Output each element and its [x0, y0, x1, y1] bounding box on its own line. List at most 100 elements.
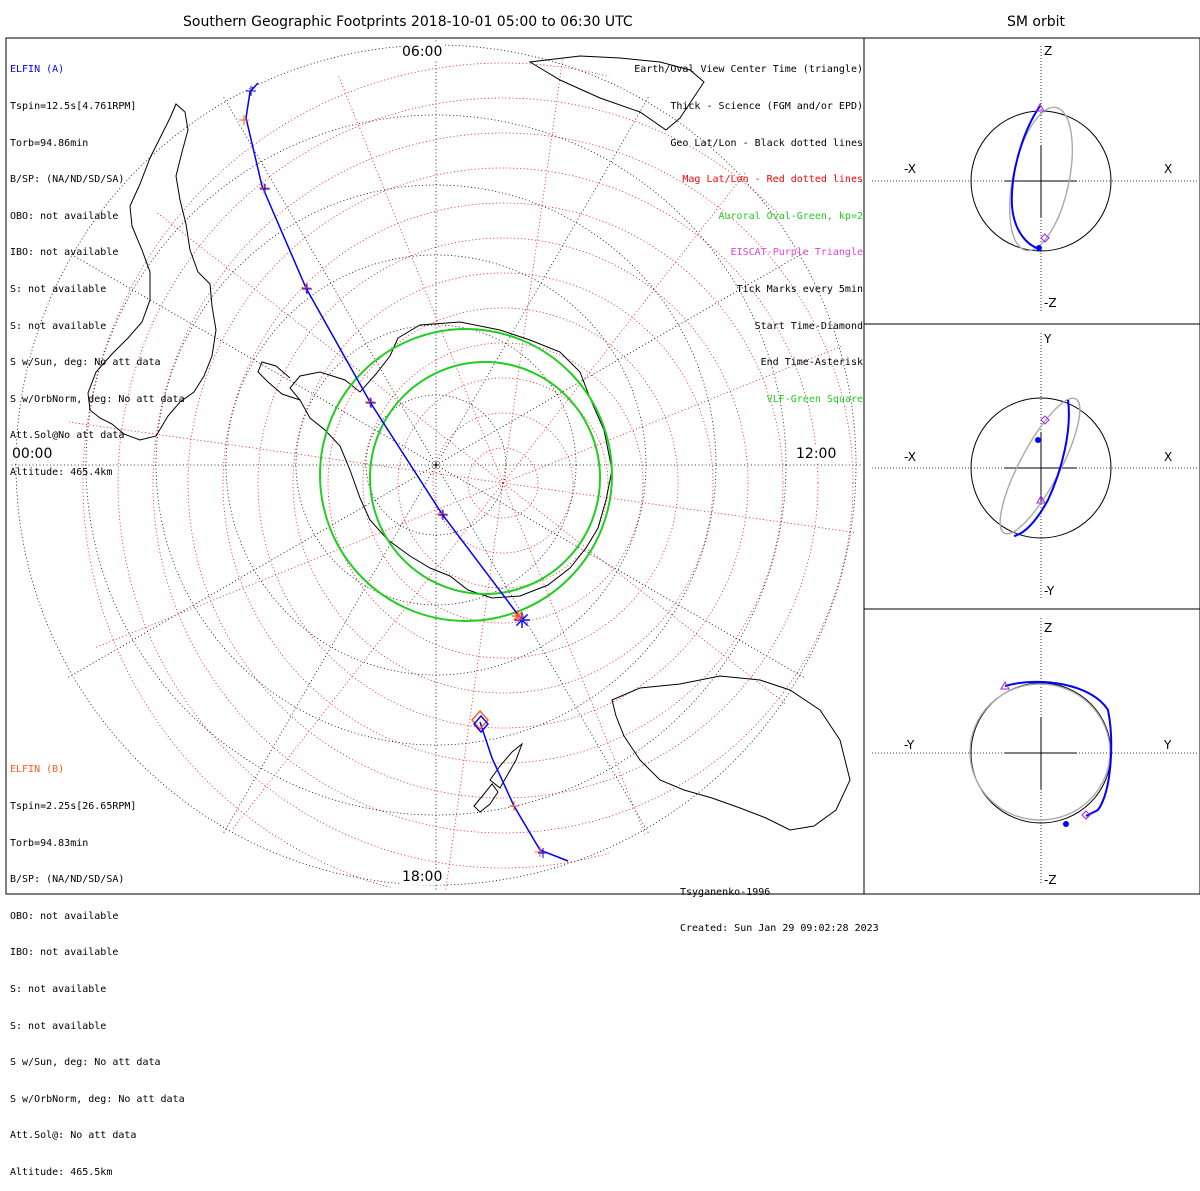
auroral-oval-outer [319, 328, 613, 622]
legend: Earth/Oval View Center Time (triangle) T… [634, 40, 863, 418]
credit: Tsyganenko-1996 Created: Sun Jan 29 09:0… [680, 863, 879, 947]
elfin-b-name: ELFIN (B) [10, 764, 65, 776]
panel-1-asterisk [1036, 245, 1042, 251]
mag-meridian-line [502, 482, 850, 755]
earth-circle [970, 397, 1112, 539]
elfin-a-line: S: not available [10, 283, 107, 295]
panel-1-bottom-label: -Z [1044, 296, 1057, 310]
elfin-a-start-diamond [473, 714, 489, 734]
elfin-a-line: S w/OrbNorm, deg: No att data [10, 393, 185, 405]
elfin-b-line: S: not available [10, 983, 107, 995]
elfin-a-line: Torb=94.86min [10, 137, 89, 149]
panel-1-diamond [1040, 233, 1050, 243]
panel-3-left-label: -Y [904, 738, 915, 752]
elfin-a-line: IBO: not available [10, 247, 119, 259]
time-label-right: 12:00 [795, 446, 838, 462]
geo-meridian-line [67, 464, 437, 678]
mag-meridian-line [502, 47, 565, 484]
legend-item: Thick - Science (FGM and/or EPD) [670, 101, 863, 112]
coastline-path [611, 675, 851, 831]
elfin-a-line: Att.Sol@No att data [10, 430, 125, 442]
mag-latitude-circle [187, 167, 819, 799]
geo-grid [11, 40, 861, 890]
elfin-a-track [245, 82, 523, 621]
mag-latitude-circle [117, 97, 861, 869]
legend-item: Earth/Oval View Center Time (triangle) [634, 64, 863, 76]
elfin-a-line: Altitude: 465.4km [10, 466, 113, 478]
mag-meridian-line [337, 74, 504, 484]
time-label-top: 06:00 [401, 44, 444, 60]
coastline-path [289, 321, 613, 599]
panel-3-diamond [1081, 810, 1091, 820]
geo-meridian-line [223, 96, 437, 466]
panel-2-top-label: Y [1044, 332, 1052, 346]
mag-meridian-line [502, 482, 861, 545]
legend-item: Mag Lat/Lon - Red dotted lines [682, 174, 863, 186]
legend-item: Start Time-Diamond [754, 320, 863, 332]
mag-latitude-circle [257, 237, 749, 729]
elfin-b-line: Altitude: 465.5km [10, 1166, 113, 1178]
sm-panel-frame [863, 37, 1200, 895]
panel-2-diamond [1040, 415, 1050, 425]
panel-3-bottom-label: -Z [1044, 873, 1057, 887]
mag-meridian-line [231, 482, 504, 830]
panel-2-asterisk [1035, 437, 1041, 443]
page-title: Southern Geographic Footprints 2018-10-0… [183, 14, 633, 30]
coastline-path [257, 361, 301, 401]
legend-item: Tick Marks every 5min [736, 283, 863, 295]
mag-grid [67, 47, 861, 890]
geo-meridian-line [435, 464, 805, 678]
panel-2-triangle [1036, 494, 1046, 504]
geo-meridian-line [67, 252, 437, 466]
elfin-a-line: Tspin=12.5s[4.761RPM] [10, 101, 137, 112]
legend-item: Geo Lat/Lon - Black dotted lines [670, 137, 863, 149]
elfin-b-line: Torb=94.83min [10, 837, 89, 849]
panel-2-left-label: -X [904, 450, 916, 464]
elfin-b-line: S w/OrbNorm, deg: No att data [10, 1093, 185, 1105]
panel-1-orbit-blue [1010, 105, 1041, 250]
geo-meridian-line [435, 464, 649, 834]
geo-meridian-line [435, 252, 805, 466]
coastline-path [528, 55, 705, 131]
coastlines [87, 55, 851, 831]
elfin-b-line: OBO: not available [10, 910, 119, 922]
elfin-b-end-asterisk [513, 611, 523, 621]
sm-orbit-title: SM orbit [1007, 14, 1066, 30]
elfin-a-line: B/SP: (NA/ND/SD/SA) [10, 174, 125, 186]
panel-2-orbit-grey [999, 397, 1081, 535]
legend-item: EISCAT-Purple Triangle [730, 247, 863, 259]
plot-canvas [5, 37, 1200, 895]
mag-latitude-circle [222, 202, 784, 764]
panel-3-right-label: Y [1164, 738, 1172, 752]
elfin-b-start-diamond [471, 709, 489, 731]
mag-latitude-circle [432, 412, 574, 554]
satellite-tracks [239, 82, 569, 862]
panel-3-asterisk [1063, 821, 1069, 827]
mag-latitude-circle [327, 307, 679, 659]
elfin-b-line: S w/Sun, deg: No att data [10, 1057, 161, 1069]
coastline-path [489, 742, 524, 789]
sm-orbit-panels [872, 46, 1198, 885]
time-label-left: 00:00 [11, 446, 54, 462]
elfin-a-line: S: not available [10, 320, 107, 332]
elfin-a-line: OBO: not available [10, 210, 119, 222]
panel-1-triangle [1035, 102, 1045, 112]
panel-2-bottom-label: -Y [1044, 584, 1055, 598]
auroral-oval [319, 328, 613, 622]
elfin-b-line: IBO: not available [10, 947, 119, 959]
legend-item: VLF-Green Square [766, 393, 863, 405]
legend-item: Auroral Oval-Green, kp=2 [718, 210, 864, 222]
panel-3-triangle [1000, 680, 1010, 690]
panel-3-orbit-blue [1004, 680, 1113, 817]
panel-1-top-label: Z [1044, 44, 1053, 58]
mag-latitude-circle [362, 342, 644, 624]
mag-latitude-circle [467, 447, 539, 519]
panel-2-right-label: X [1164, 450, 1173, 464]
geo-meridian-line [223, 464, 437, 834]
panel-3-orbit-grey [969, 683, 1111, 821]
geo-meridian-line [435, 96, 649, 466]
elfin-a-name: ELFIN (A) [10, 64, 65, 76]
mag-latitude-circle [397, 377, 609, 589]
panel-1-right-label: X [1164, 162, 1173, 176]
auroral-oval-inner [369, 361, 601, 595]
